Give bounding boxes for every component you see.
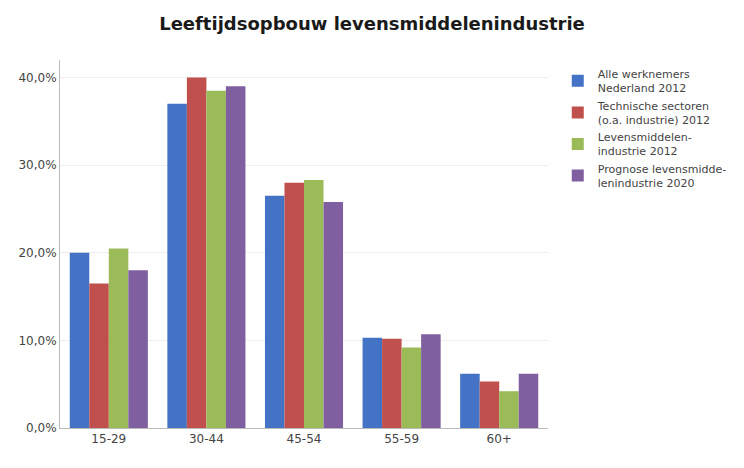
svg-text:Levensmiddelen-industrie 2012: Levensmiddelen-industrie 2012 — [598, 131, 692, 158]
svg-text:40,0%: 40,0% — [18, 71, 56, 85]
svg-text:Technische sectoren(o.a. indus: Technische sectoren(o.a. industrie) 2012 — [597, 100, 710, 127]
svg-text:30-44: 30-44 — [189, 432, 224, 446]
svg-text:45-54: 45-54 — [287, 432, 322, 446]
svg-text:10,0%: 10,0% — [18, 334, 56, 348]
svg-text:15-29: 15-29 — [91, 432, 126, 446]
svg-text:30,0%: 30,0% — [18, 158, 56, 172]
svg-text:0,0%: 0,0% — [26, 421, 57, 435]
svg-text:55-59: 55-59 — [384, 432, 419, 446]
svg-text:Leeftijdsopbouw levensmiddelen: Leeftijdsopbouw levensmiddelenindustrie — [159, 13, 585, 34]
svg-text:Alle werknemersNederland 2012: Alle werknemersNederland 2012 — [598, 68, 690, 95]
svg-text:Prognose levensmidde-lenindust: Prognose levensmidde-lenindustrie 2020 — [598, 163, 726, 190]
svg-text:60+: 60+ — [487, 432, 512, 446]
svg-text:20,0%: 20,0% — [18, 246, 56, 260]
